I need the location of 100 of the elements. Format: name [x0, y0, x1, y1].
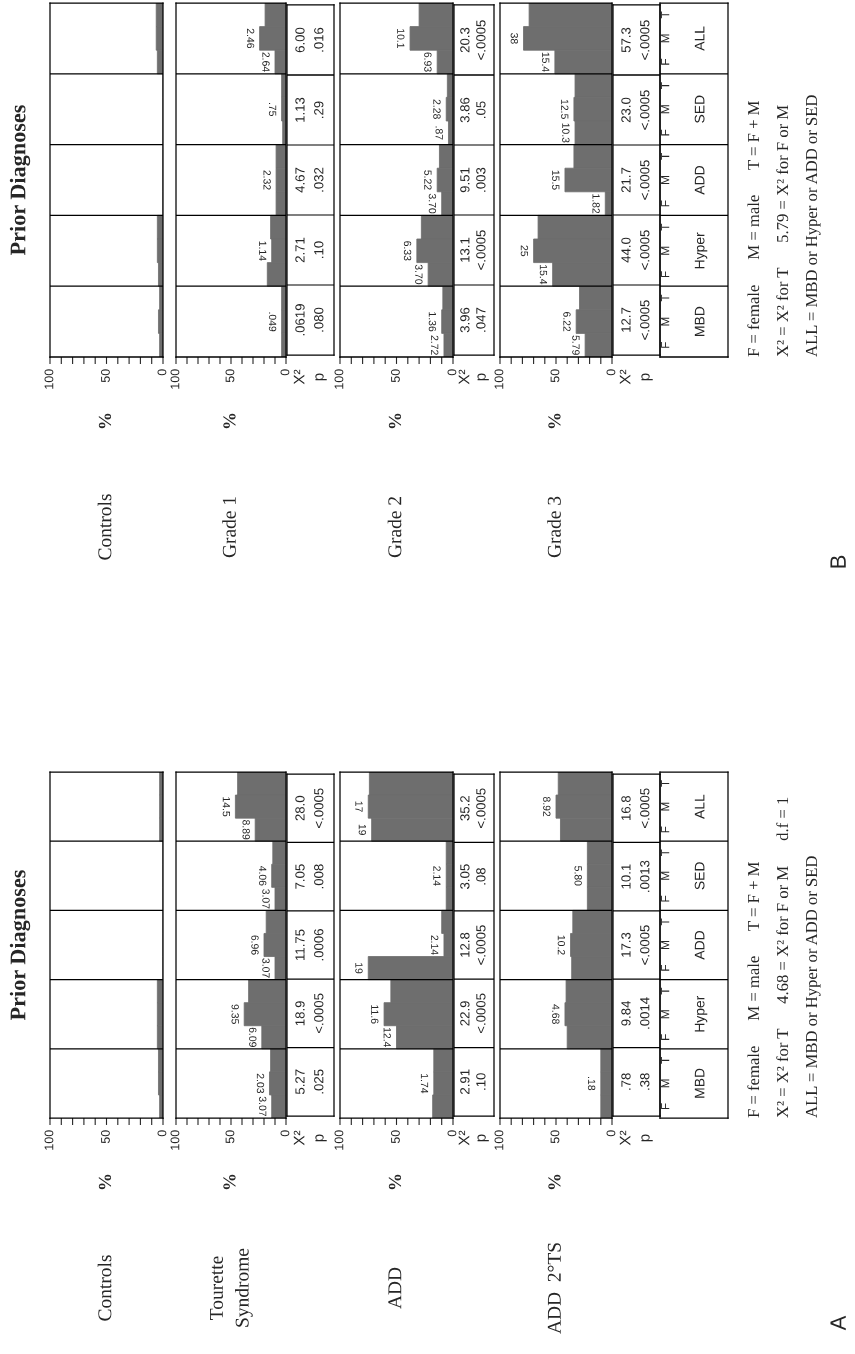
x-tick-label: 100: [170, 369, 180, 389]
text: .047: [476, 307, 486, 332]
text: X² = X² for T 5.79 = X² for F or M: [776, 105, 789, 357]
text: <.0005: [314, 788, 324, 828]
text: .29: [314, 101, 324, 118]
y-tick-label: T: [661, 987, 670, 995]
y-axis-title: %: [98, 413, 112, 429]
annotation: 8.92: [543, 796, 551, 817]
text: ALL: [694, 26, 705, 51]
text: .10: [476, 1073, 486, 1090]
x-tick-label: 0: [447, 369, 457, 376]
y-tick-label: F: [661, 895, 670, 902]
text: 11.75: [295, 929, 305, 961]
annotation: 38: [510, 33, 519, 44]
text: 57.3: [621, 27, 631, 53]
annotation: 3.70: [415, 264, 423, 285]
y-tick-label: M: [661, 871, 670, 880]
annotation: 2.32: [263, 170, 271, 190]
x-tick-label: 50: [225, 369, 235, 383]
text: 12.7: [621, 307, 631, 332]
x-tick-label: 100: [44, 369, 54, 389]
y-tick-label: F: [661, 1103, 670, 1110]
x-tick-label: 0: [280, 1130, 290, 1137]
text: .78: [621, 1073, 631, 1090]
text: 10.1: [621, 864, 631, 889]
y-tick-label: T: [661, 918, 670, 926]
text: X²: [619, 1130, 631, 1146]
x-tick-label: 50: [550, 1130, 560, 1144]
y-axis-title: %: [548, 413, 561, 429]
annotation: 15.4: [542, 52, 550, 72]
y-tick-label: M: [661, 105, 670, 114]
annotation: 3.70: [428, 193, 437, 214]
x-tick-label: 0: [606, 369, 616, 376]
text: 3.96: [460, 307, 470, 333]
text: 44.0: [621, 237, 631, 263]
text: <.0005: [640, 230, 650, 270]
y-tick-label: M: [661, 802, 670, 811]
y-tick-label: T: [661, 153, 670, 160]
annotation: 1.36: [428, 312, 437, 332]
text: <.0005: [476, 230, 486, 270]
y-tick-label: M: [661, 34, 670, 43]
annotation: 1.82: [592, 194, 600, 214]
annotation: 6.09: [249, 1027, 257, 1047]
annotation: 5.79: [572, 335, 580, 355]
y-tick-label: F: [661, 964, 670, 971]
annotation: 6.22: [563, 311, 571, 332]
y-tick-label: F: [661, 1034, 670, 1040]
text: Grade 1: [222, 497, 236, 558]
y-tick-label: F: [661, 271, 670, 278]
y-tick-label: F: [661, 58, 670, 65]
text: Hyper: [694, 232, 708, 269]
x-tick-label: 0: [157, 369, 167, 376]
annotation: 11.6: [371, 1005, 379, 1024]
text: <.0005: [640, 90, 650, 130]
annotation: 4.06: [259, 865, 267, 886]
y-tick-label: F: [661, 129, 670, 136]
text: 9.84: [621, 1000, 631, 1026]
y-axis-title: %: [388, 1174, 402, 1190]
annotation: 17: [355, 801, 363, 812]
text: MBD: [694, 306, 705, 336]
text: ALL: [694, 794, 705, 819]
y-tick-label: M: [661, 1079, 670, 1088]
x-tick-label: 100: [494, 369, 504, 389]
text: SED: [694, 95, 705, 123]
annotation: 10.1: [397, 29, 405, 49]
text: Controls: [97, 1255, 112, 1321]
annotation: 14.5: [222, 797, 230, 817]
annotation: 4.68: [552, 1004, 560, 1024]
text: <.0005: [476, 788, 486, 828]
text: 17.3: [621, 932, 631, 957]
x-tick-label: 100: [334, 1130, 344, 1150]
annotation: .75: [268, 102, 277, 116]
annotation: 15.5: [552, 170, 560, 190]
annotation: 6.33: [403, 241, 412, 261]
x-tick-label: 100: [494, 1130, 504, 1150]
annotation: 6.93: [424, 52, 432, 72]
text: .032: [314, 167, 324, 192]
text: 3.05: [460, 864, 470, 889]
annotation: 19: [355, 963, 363, 974]
y-tick-label: T: [661, 1057, 670, 1064]
text: p: [641, 1134, 653, 1142]
text: ADD 2°TS: [547, 1243, 561, 1334]
text: X²: [293, 369, 305, 385]
text: 28.0: [295, 795, 305, 821]
annotation: 2.28: [433, 99, 441, 119]
text: <.0005: [314, 993, 324, 1034]
y-tick-label: M: [661, 317, 670, 326]
x-tick-label: 50: [225, 1130, 235, 1144]
annotation: 1.14: [259, 241, 267, 261]
text: Controls: [97, 494, 112, 560]
text: ALL = MBD or Hyper or ADD or SED: [805, 95, 821, 357]
x-tick-label: 0: [447, 1130, 457, 1137]
annotation: 2.14: [431, 935, 439, 955]
y-tick-label: M: [661, 246, 670, 255]
text: Hyper: [694, 995, 708, 1032]
text: 35.2: [460, 796, 470, 821]
text: 2.71: [295, 237, 305, 263]
text: X² = X² for T 4.68 = X² for F or M d.f = 1: [776, 797, 789, 1118]
annotation: 3.07: [262, 958, 270, 978]
x-tick-label: 0: [280, 369, 290, 376]
